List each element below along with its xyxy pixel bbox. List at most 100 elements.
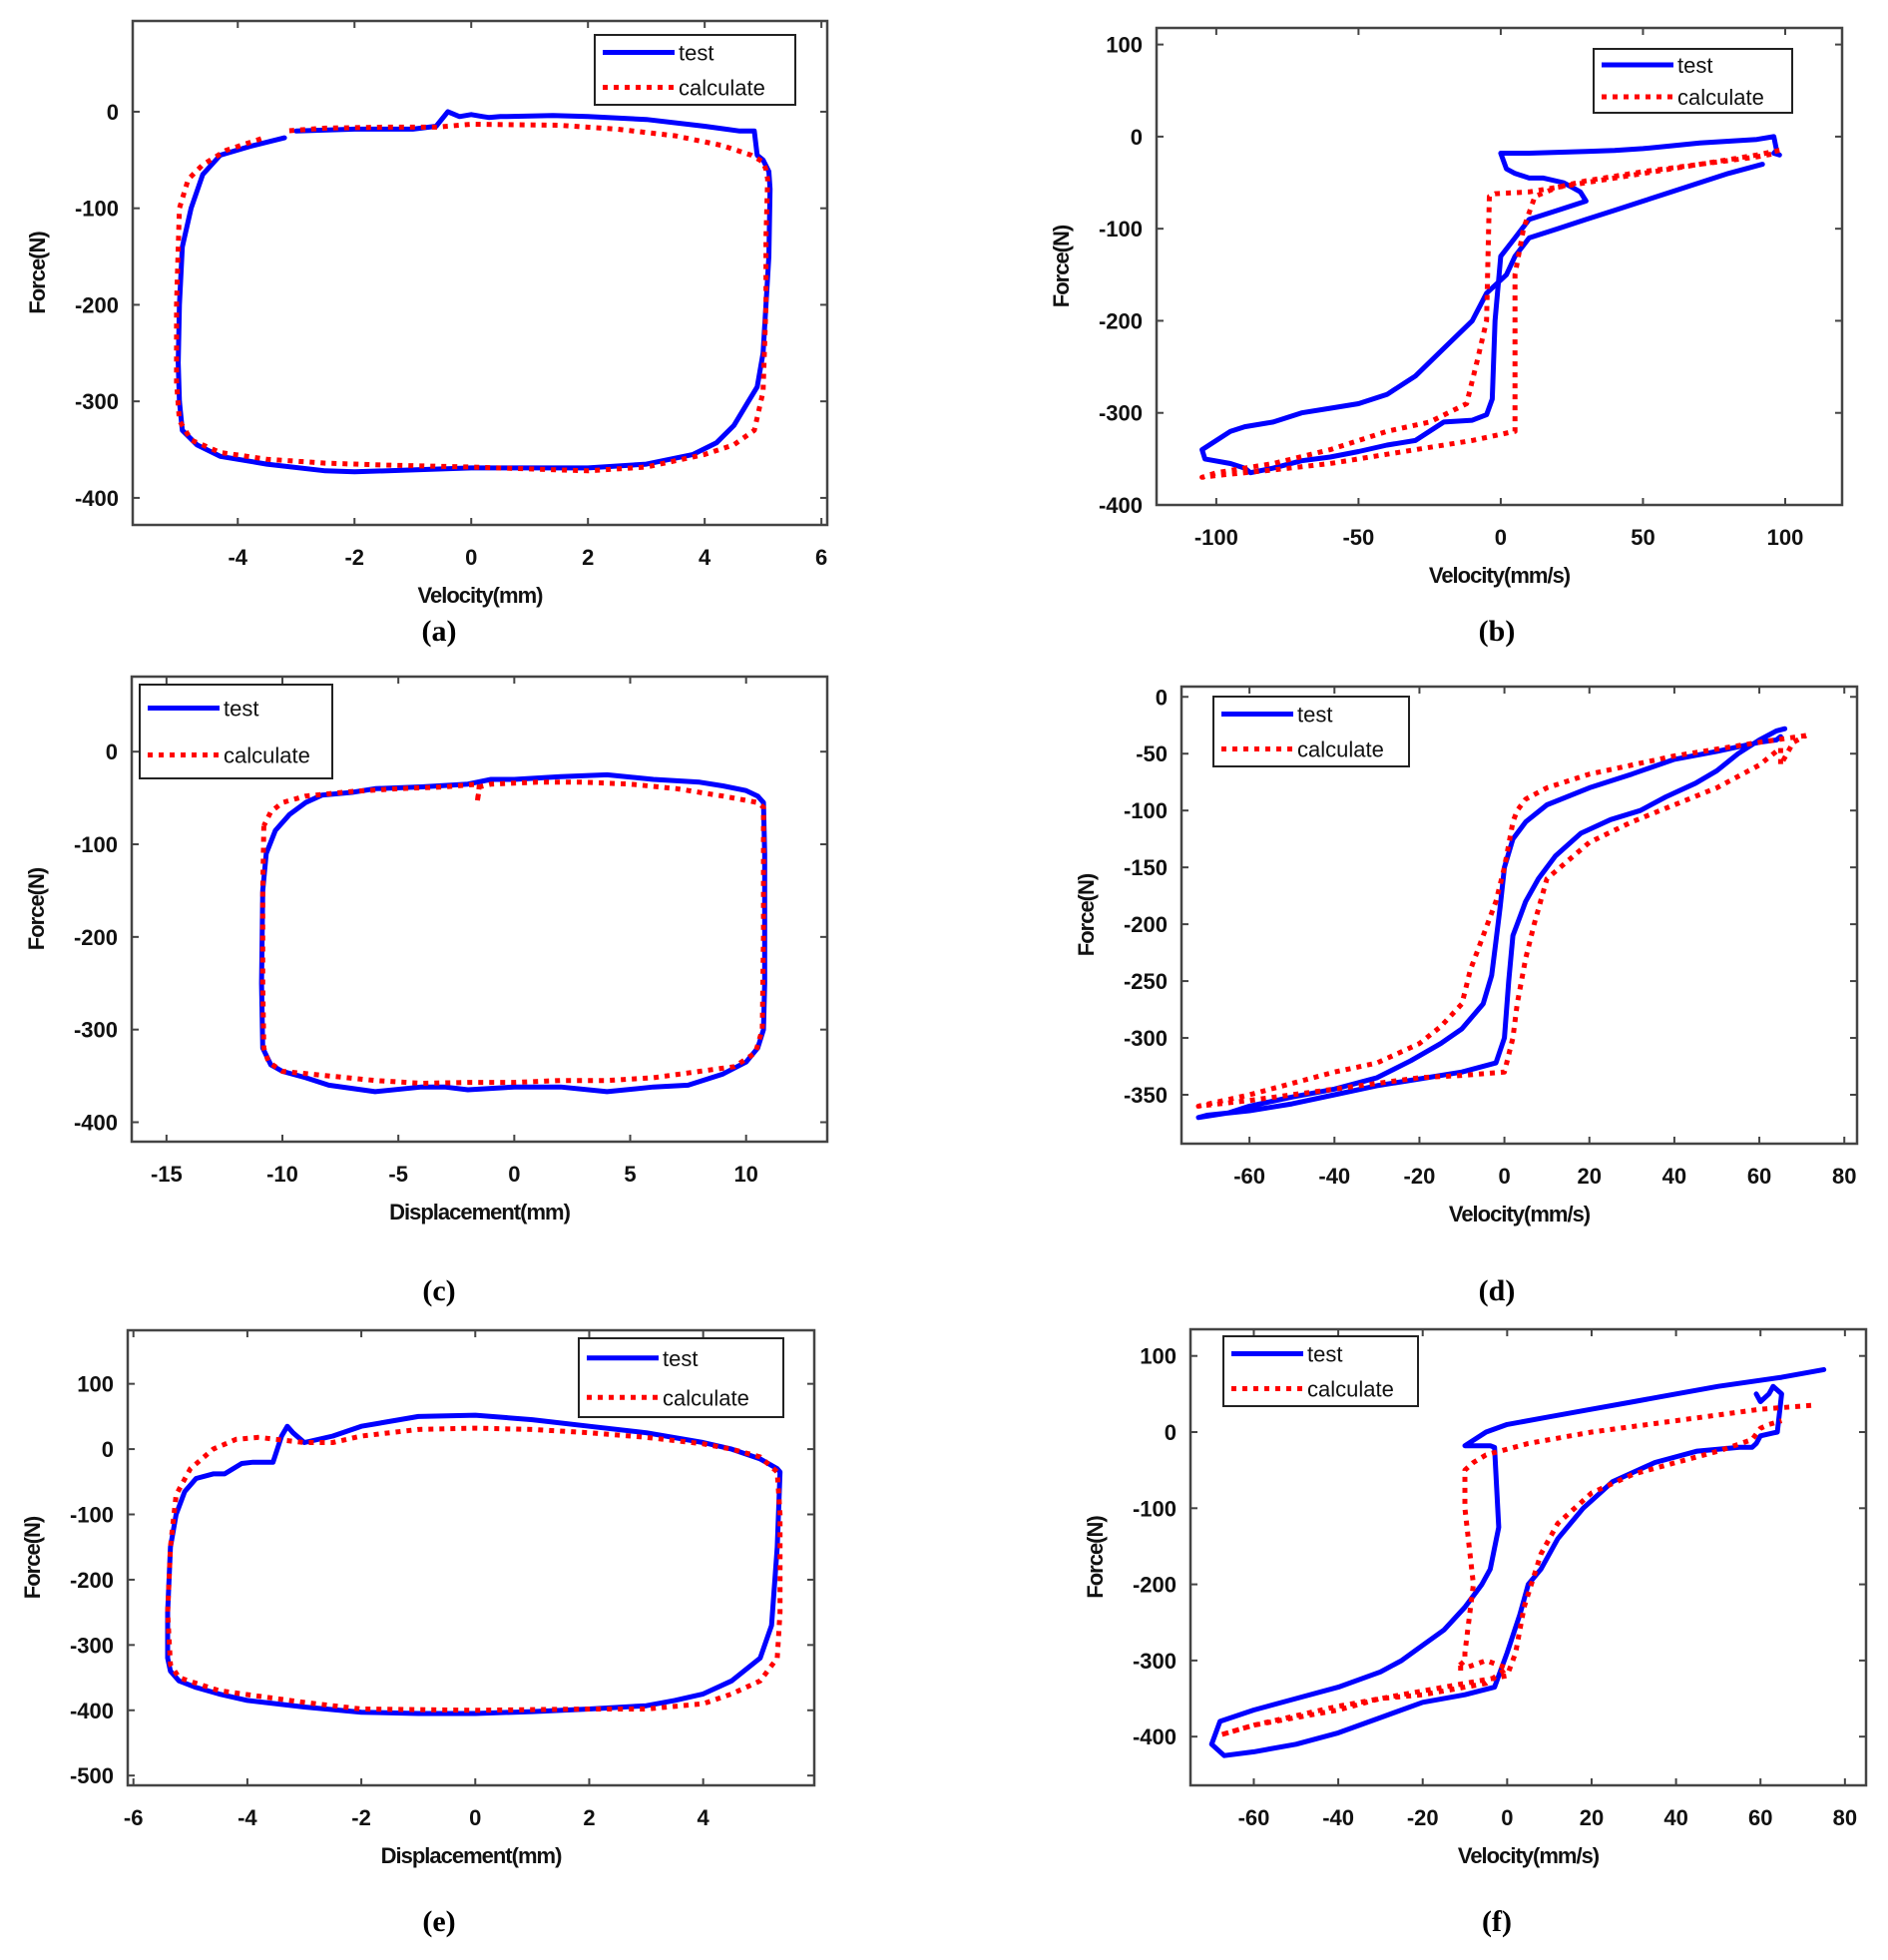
y-tick-label: -300 <box>1124 1026 1168 1051</box>
legend-label-calculate: calculate <box>1307 1377 1394 1402</box>
series-calculate-line <box>174 122 770 474</box>
panel-label: (c) <box>422 1274 455 1307</box>
series-test-line <box>176 109 773 475</box>
y-tick-label: -100 <box>1133 1496 1177 1521</box>
subplot-a: -4 -2 0 2 4 6 0 -100 -200 -300 -400 Velocity(mm) For… <box>25 19 829 648</box>
x-tick-label: -2 <box>351 1805 371 1830</box>
series-test-line <box>1208 1366 1827 1758</box>
legend-label-test: test <box>224 697 258 722</box>
x-tick-label: 0 <box>1495 525 1507 550</box>
x-tick-label: -60 <box>1238 1805 1270 1830</box>
series-test-line <box>1199 134 1782 476</box>
x-tick-label: -20 <box>1407 1805 1439 1830</box>
legend-box <box>1593 48 1793 114</box>
subplot-f: -60 -40 -20 0 20 40 60 801000-100-200-300-400Ve… <box>1083 1327 1868 1938</box>
legend-label-test: test <box>663 1346 698 1371</box>
legend-box <box>578 1337 784 1418</box>
x-tick-label: -2 <box>344 545 364 570</box>
x-tick-label: 6 <box>815 545 827 570</box>
y-tick-label: -250 <box>1124 969 1168 994</box>
y-tick-label: -100 <box>75 197 119 222</box>
series-calculate-line <box>1199 148 1780 480</box>
y-axis-label: Force(N) <box>20 1516 45 1599</box>
legend: test calculate <box>1212 696 1410 767</box>
x-tick-label: 0 <box>469 1805 481 1830</box>
x-tick-label: 20 <box>1578 1164 1602 1189</box>
x-axis-label: Velocity(mm/s) <box>1458 1843 1600 1868</box>
y-tick-label: 0 <box>107 100 119 125</box>
x-tick-label: 2 <box>582 545 594 570</box>
x-tick-label: -60 <box>1233 1164 1265 1189</box>
legend: test calculate <box>594 34 796 106</box>
panel-label: (d) <box>1479 1274 1516 1307</box>
y-tick-label: 100 <box>1140 1344 1177 1369</box>
y-tick-label: -400 <box>1099 493 1143 518</box>
y-tick-label: -500 <box>70 1763 114 1788</box>
y-axis-label: Force(N) <box>1074 873 1099 956</box>
subplot-b: -100 -50 0 50 100 100 0 -100 -200 -300 -400 Velocit… <box>1049 26 1844 648</box>
x-tick-label: -5 <box>388 1162 408 1187</box>
y-tick-label: 0 <box>106 739 118 764</box>
legend-label-calculate: calculate <box>663 1385 749 1410</box>
x-tick-label: 4 <box>699 545 711 570</box>
legend: test calculate <box>578 1337 784 1418</box>
x-tick-label: 80 <box>1833 1805 1857 1830</box>
subplot-c: -15 -10 -5 0 5 10 0 -100 -200 -300 -400 Displacemen… <box>24 675 829 1307</box>
y-tick-label: 0 <box>1165 1420 1177 1445</box>
y-tick-label: -100 <box>74 832 118 857</box>
series-test-line <box>1195 726 1788 1121</box>
x-tick-label: 0 <box>1501 1805 1513 1830</box>
x-tick-label: 50 <box>1631 525 1654 550</box>
series-calculate-line <box>1217 1402 1812 1738</box>
y-axis-label: Force(N) <box>1049 225 1074 307</box>
series-calculate-line <box>1195 733 1808 1109</box>
y-tick-label: 100 <box>77 1372 114 1397</box>
x-tick-label: 0 <box>1498 1164 1510 1189</box>
x-tick-label: -20 <box>1404 1164 1436 1189</box>
y-axis-label: Force(N) <box>1083 1516 1108 1599</box>
x-tick-label: -15 <box>151 1162 183 1187</box>
series-test-line <box>165 1412 783 1716</box>
y-tick-label: -100 <box>1099 217 1143 242</box>
y-tick-label: -300 <box>70 1633 114 1658</box>
x-tick-label: 0 <box>508 1162 520 1187</box>
x-tick-label: 40 <box>1663 1805 1687 1830</box>
legend-label-calculate: calculate <box>1677 85 1764 110</box>
x-axis-label: Displacement(mm) <box>381 1843 563 1868</box>
y-tick-label: -200 <box>1099 308 1143 333</box>
y-tick-label: -400 <box>75 486 119 511</box>
y-tick-label: -200 <box>75 292 119 317</box>
y-tick-label: -400 <box>1133 1724 1177 1749</box>
legend-label-test: test <box>1307 1342 1342 1367</box>
legend: test calculate <box>139 684 333 779</box>
legend: test calculate <box>1593 48 1793 114</box>
x-tick-label: -4 <box>237 1805 257 1830</box>
x-tick-label: -100 <box>1194 525 1238 550</box>
x-tick-label: 60 <box>1747 1164 1771 1189</box>
y-tick-label: -400 <box>70 1699 114 1723</box>
x-tick-label: -40 <box>1318 1164 1350 1189</box>
y-tick-label: -100 <box>1124 798 1168 823</box>
legend-label-calculate: calculate <box>1297 737 1384 762</box>
x-tick-label: 10 <box>733 1162 757 1187</box>
y-tick-label: -350 <box>1124 1083 1168 1108</box>
subplot-d: -60 -40 -20 0 20 40 60 800-50-100-150-200-250-3… <box>1074 685 1859 1307</box>
x-tick-label: 5 <box>624 1162 636 1187</box>
subplot-e: -6 -4 -2 0 2 4 100 0 -100 -200 -300 -400 -500 Displac… <box>20 1328 816 1938</box>
x-tick-label: -10 <box>266 1162 298 1187</box>
legend-label-test: test <box>679 41 713 66</box>
y-axis-label: Force(N) <box>24 867 49 950</box>
series-calculate-line <box>165 1425 783 1714</box>
legend-box <box>139 684 333 779</box>
y-tick-label: -200 <box>1133 1573 1177 1598</box>
x-tick-label: -40 <box>1322 1805 1354 1830</box>
x-tick-label: 60 <box>1748 1805 1772 1830</box>
legend: test calculate <box>1222 1335 1419 1407</box>
x-tick-label: 2 <box>583 1805 595 1830</box>
y-tick-label: 0 <box>1131 125 1143 150</box>
y-tick-label: -300 <box>1099 401 1143 426</box>
x-tick-label: 4 <box>698 1805 710 1830</box>
legend-label-test: test <box>1677 53 1712 78</box>
series-calculate-line <box>259 779 766 1086</box>
